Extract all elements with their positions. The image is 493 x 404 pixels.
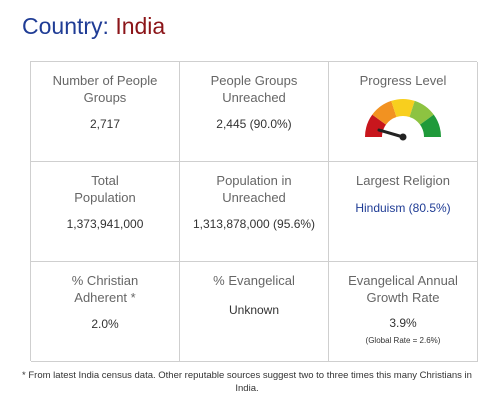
gauge-segment-4 <box>409 100 434 125</box>
stat-progress-level: Progress Level <box>329 62 478 162</box>
stat-title: % Christian Adherent * <box>71 273 139 305</box>
global-rate-note: (Global Rate = 2.6%) <box>365 336 441 345</box>
stat-groups-unreached: People Groups Unreached 2,445 (90.0%) <box>180 62 329 162</box>
stat-evangelical: % Evangelical Unknown <box>180 262 329 362</box>
stat-value: 1,373,941,000 <box>66 217 144 231</box>
stat-title: % Evangelical <box>213 273 295 288</box>
stat-title: Total Population <box>74 173 136 205</box>
country-label: Country: <box>22 13 116 39</box>
stat-largest-religion: Largest Religion Hinduism (80.5%) <box>329 162 478 262</box>
stat-title: People Groups Unreached <box>210 73 298 105</box>
stat-christian-adherent: % Christian Adherent * 2.0% <box>31 262 180 362</box>
gauge-pivot <box>399 133 407 141</box>
stat-total-population: Total Population 1,373,941,000 <box>31 162 180 262</box>
stat-value: 3.9% <box>389 316 417 330</box>
gauge-needle <box>377 128 405 139</box>
religion-link[interactable]: Hinduism (80.5%) <box>355 201 451 215</box>
stat-value: 2,717 <box>89 117 121 131</box>
country-name: India <box>115 13 166 39</box>
stat-value: 1,313,878,000 (95.6%) <box>192 217 316 231</box>
progress-gauge <box>365 99 441 141</box>
stat-evangelical-growth: Evangelical Annual Growth Rate 3.9% (Glo… <box>329 262 478 362</box>
stat-title: Number of People Groups <box>52 73 158 105</box>
stat-population-unreached: Population in Unreached 1,313,878,000 (9… <box>180 162 329 262</box>
stat-value: 2,445 (90.0%) <box>216 117 292 131</box>
stat-title: Largest Religion <box>356 173 450 188</box>
page-title: Country: India <box>22 12 165 40</box>
stat-value: 2.0% <box>91 317 119 331</box>
stat-title: Progress Level <box>359 73 447 88</box>
stat-title: Evangelical Annual Growth Rate <box>348 273 458 305</box>
stats-grid: Number of People Groups 2,717 People Gro… <box>30 61 478 362</box>
stat-value: Unknown <box>228 303 280 317</box>
stat-title: Population in Unreached <box>216 173 292 205</box>
stat-people-groups: Number of People Groups 2,717 <box>31 62 180 162</box>
gauge-segment-2 <box>372 100 397 125</box>
census-footnote: * From latest India census data. Other r… <box>22 370 472 394</box>
gauge-segment-3 <box>391 99 415 118</box>
gauge-segment-5 <box>419 114 441 137</box>
